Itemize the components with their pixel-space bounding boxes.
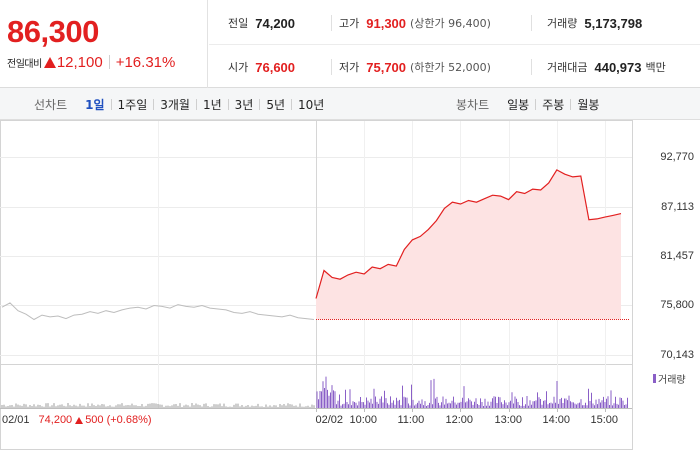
up-triangle-icon (75, 416, 84, 424)
y-tick-label: 70,143 (660, 348, 694, 361)
open-label: 시가 (228, 61, 249, 74)
y-tick-label: 92,770 (660, 150, 694, 163)
low-label: 저가 (339, 61, 360, 74)
tab-5y[interactable]: 5년 (266, 97, 286, 112)
x-tick-label: 12:00 (445, 414, 474, 426)
x-tick-label: 10:00 (349, 414, 378, 426)
current-price: 86,300 (7, 14, 99, 49)
divider (153, 98, 155, 110)
today-line (315, 169, 622, 299)
change-amount: 12,100 (56, 53, 103, 71)
change-label: 전일대비 (7, 58, 42, 70)
line-chart-label: 선차트 (34, 97, 68, 112)
high-cell: 고가 91,300 (상한가 96,400) (339, 13, 491, 33)
tab-3y[interactable]: 3년 (234, 97, 254, 112)
prev-day-info: 02/01 74,200 500 (+0.68%) (2, 414, 152, 426)
prev-day-change: 500 (+0.68%) (85, 414, 152, 426)
x-tick-label: 11:00 (397, 414, 425, 426)
quote-summary: 86,300 전일대비 12,100 +16.31% 전일 74,200 고가 … (0, 0, 700, 88)
divider (108, 55, 110, 69)
volume-legend: 거래량 (653, 371, 686, 386)
volume-label: 거래량 (547, 17, 578, 30)
trade-value-cell: 거래대금 440,973 백만 (547, 57, 666, 77)
x-tick-label: 13:00 (494, 414, 523, 426)
divider (331, 59, 332, 75)
divider (531, 15, 532, 31)
trade-value-unit: 백만 (645, 61, 666, 74)
x-tick-label: 15:00 (590, 414, 619, 426)
prev-close-value: 74,200 (255, 15, 296, 31)
tab-3m[interactable]: 3개월 (160, 97, 190, 112)
divider (331, 15, 332, 31)
trade-value: 440,973 (594, 59, 642, 75)
tab-1y[interactable]: 1년 (202, 97, 222, 112)
x-tick-label: 14:00 (542, 414, 571, 426)
low-cell: 저가 75,700 (하한가 52,000) (339, 57, 491, 77)
divider (259, 98, 261, 110)
candle-chart-tabs: 봉차트 일봉 주봉 월봉 (456, 88, 605, 120)
high-label: 고가 (339, 17, 360, 30)
lower-limit: (하한가 52,000) (410, 61, 491, 74)
prev-day-close: 74,200 (38, 414, 73, 426)
change-rate: +16.31% (115, 53, 176, 71)
up-triangle-icon (43, 56, 56, 68)
x-tick-label: 02/01 (2, 414, 30, 426)
legend-swatch (653, 374, 656, 383)
candle-chart-label: 봉차트 (456, 97, 490, 112)
divider (195, 98, 197, 110)
tab-1d[interactable]: 1일 (85, 97, 105, 112)
price-box: 86,300 전일대비 12,100 +16.31% (0, 0, 208, 88)
open-cell: 시가 76,600 (228, 57, 295, 77)
divider (110, 98, 112, 110)
prev-close-label: 전일 (228, 17, 249, 30)
open-value: 76,600 (255, 59, 296, 75)
tab-daily-candle[interactable]: 일봉 (507, 97, 530, 112)
divider (291, 98, 293, 110)
trade-value-label: 거래대금 (547, 61, 588, 74)
divider (227, 98, 229, 110)
tab-weekly-candle[interactable]: 주봉 (542, 97, 565, 112)
volume-cell: 거래량 5,173,798 (547, 13, 642, 33)
y-tick-label: 81,457 (660, 249, 694, 262)
divider (535, 98, 537, 110)
tab-1w[interactable]: 1주일 (117, 97, 148, 112)
tab-10y[interactable]: 10년 (298, 97, 325, 112)
chart-tabs: 선차트 1일 1주일 3개월 1년 3년 5년 10년 봉차트 일봉 주봉 월봉 (0, 88, 700, 120)
y-tick-label: 87,113 (661, 200, 694, 213)
divider (209, 44, 700, 45)
line-chart-tabs: 선차트 1일 1주일 3개월 1년 3년 5년 10년 (34, 88, 330, 120)
today-area (316, 169, 621, 320)
volume-legend-label: 거래량 (658, 375, 686, 386)
divider (531, 59, 532, 75)
low-value: 75,700 (366, 59, 407, 75)
volume-value: 5,173,798 (584, 15, 643, 31)
prev-close-cell: 전일 74,200 (228, 13, 295, 33)
x-tick-label: 02/02 (315, 414, 344, 426)
upper-limit: (상한가 96,400) (410, 17, 491, 30)
high-value: 91,300 (366, 15, 407, 31)
change-row: 전일대비 12,100 +16.31% (7, 53, 175, 71)
prev-day-line (1, 302, 315, 321)
tab-monthly-candle[interactable]: 월봉 (577, 97, 600, 112)
divider (570, 98, 572, 110)
y-tick-label: 75,800 (660, 298, 694, 311)
